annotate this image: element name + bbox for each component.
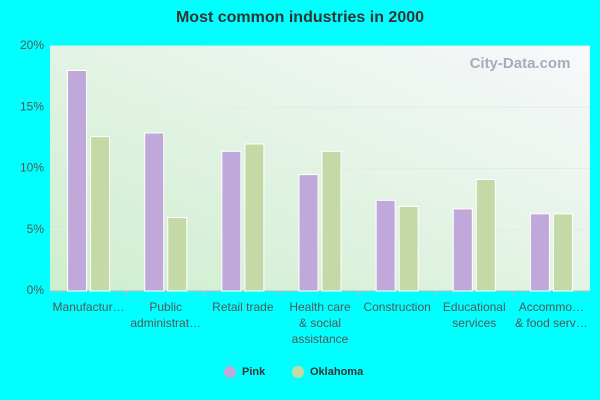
y-tick-label: 15% bbox=[20, 99, 44, 113]
legend-marker bbox=[224, 366, 236, 378]
bar bbox=[529, 213, 550, 292]
x-tick-label: Educational bbox=[443, 300, 506, 314]
y-tick-label: 10% bbox=[20, 161, 44, 175]
x-tick-label: & social bbox=[299, 316, 341, 330]
bar bbox=[321, 150, 342, 292]
legend-label: Pink bbox=[242, 366, 266, 378]
bar bbox=[167, 217, 188, 292]
x-tick-label: administrat… bbox=[130, 316, 201, 330]
chart-title: Most common industries in 2000 bbox=[176, 9, 424, 26]
y-tick-label: 20% bbox=[20, 38, 44, 52]
x-tick-label: Accommo… bbox=[519, 300, 584, 314]
y-tick-label: 0% bbox=[27, 283, 45, 297]
bar bbox=[221, 150, 242, 292]
bar bbox=[452, 208, 473, 292]
x-tick-label: services bbox=[452, 316, 496, 330]
y-tick-label: 5% bbox=[27, 222, 45, 236]
x-tick-label: assistance bbox=[292, 332, 349, 346]
bar bbox=[475, 179, 496, 292]
x-tick-label: Health care bbox=[289, 300, 351, 314]
legend-label: Oklahoma bbox=[310, 366, 364, 378]
legend-marker bbox=[292, 366, 304, 378]
bar bbox=[67, 70, 88, 292]
x-tick-label: Retail trade bbox=[212, 300, 274, 314]
bar bbox=[398, 205, 419, 292]
bar bbox=[298, 174, 319, 292]
watermark: City-Data.com bbox=[470, 55, 571, 72]
bar bbox=[552, 213, 573, 292]
x-tick-label: Manufactur… bbox=[53, 300, 125, 314]
bar bbox=[244, 143, 265, 292]
x-tick-label: Construction bbox=[363, 300, 430, 314]
x-tick-label: Public bbox=[149, 300, 182, 314]
bar bbox=[375, 199, 396, 292]
bar bbox=[90, 136, 111, 292]
x-tick-label: & food serv… bbox=[515, 316, 588, 330]
bar bbox=[144, 132, 165, 292]
